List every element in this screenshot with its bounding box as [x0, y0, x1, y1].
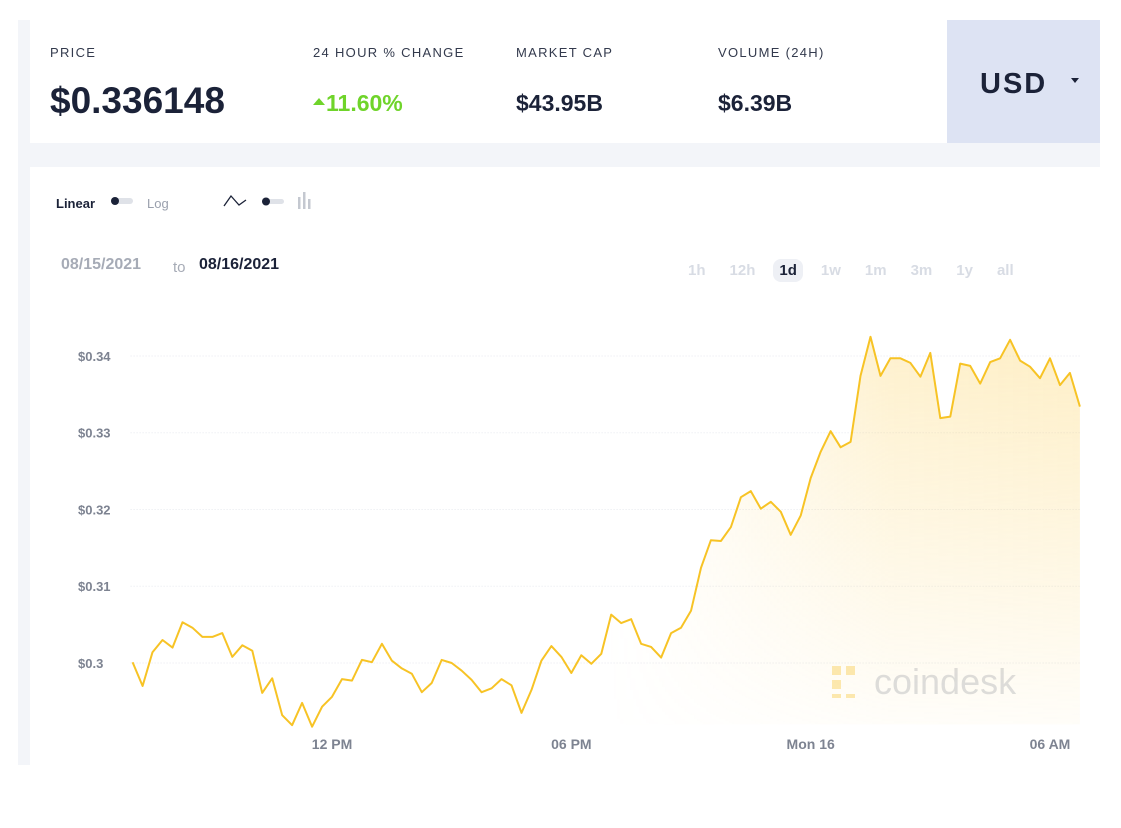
bar-icon [303, 192, 306, 209]
stat-value: $43.95B [516, 90, 603, 116]
y-tick-label: $0.31 [78, 579, 111, 594]
y-tick-label: $0.33 [78, 426, 111, 441]
range-buttons: 1h 12h 1d 1w 1m 3m 1y all [682, 259, 1020, 282]
currency-label: USD [980, 68, 1048, 100]
stat-label: PRICE [50, 45, 97, 60]
x-tick-label: 06 PM [551, 736, 591, 752]
price-line [131, 335, 1081, 728]
currency-select[interactable]: USD [947, 20, 1100, 143]
date-from: 08/15/2021 [61, 256, 142, 273]
line-icon [223, 194, 247, 207]
y-tick-label: $0.34 [78, 349, 111, 364]
toggle-knob [262, 197, 270, 206]
chart-type-icons[interactable] [222, 190, 322, 214]
x-tick-label: Mon 16 [787, 736, 835, 752]
bar-icon [308, 199, 311, 209]
scale-option[interactable]: Linear [56, 196, 96, 211]
range-button[interactable]: 1m [864, 262, 887, 279]
up-arrow [313, 98, 325, 105]
stats-panel: PRICE $0.336148 24 HOUR % CHANGE 11.60% … [30, 20, 947, 143]
bar-icon [298, 197, 301, 209]
toggle-track[interactable] [111, 197, 133, 205]
toggle-knob [111, 197, 119, 205]
stat-value: $6.39B [718, 90, 793, 116]
caret [1071, 78, 1079, 83]
range-button[interactable]: 1d [773, 259, 803, 282]
y-tick-label: $0.3 [78, 656, 103, 671]
y-tick-label: $0.32 [78, 502, 111, 517]
date-to-word: to [173, 259, 186, 276]
area [132, 336, 1080, 727]
stat-label: VOLUME (24H) [718, 45, 825, 60]
range-button[interactable]: 1w [820, 262, 841, 279]
x-tick-label: 12 PM [312, 736, 352, 752]
x-tick-label: 06 AM [1030, 736, 1071, 752]
range-button[interactable]: 1y [956, 262, 973, 279]
stat-label: 24 HOUR % CHANGE [313, 45, 465, 60]
range-button[interactable]: 12h [729, 262, 756, 279]
scale-option[interactable]: Log [147, 196, 169, 211]
range-button[interactable]: 3m [910, 262, 933, 279]
stat-value: $0.336148 [50, 80, 225, 121]
range-button[interactable]: 1h [688, 262, 706, 279]
range-button[interactable]: all [996, 262, 1014, 279]
date-to: 08/16/2021 [199, 256, 280, 273]
stat-value: 11.60% [326, 90, 403, 116]
area-group [132, 336, 1080, 727]
stat-label: MARKET CAP [516, 45, 614, 60]
